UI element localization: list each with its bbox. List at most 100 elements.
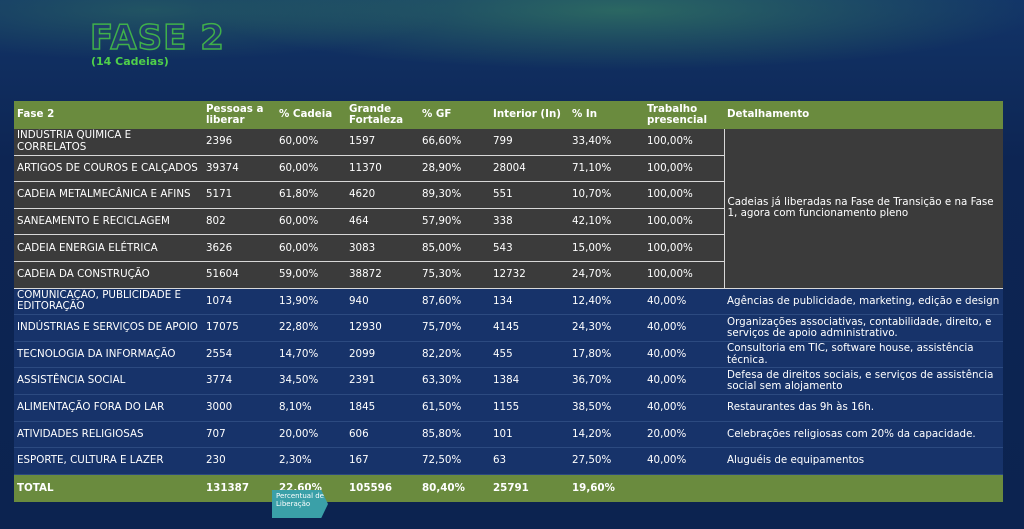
header-row: Fase 2 Pessoas a liberar% Cadeia Grande Fo… bbox=[14, 101, 1003, 129]
cell: 28004 bbox=[490, 155, 569, 183]
cell: 85,00% bbox=[419, 234, 490, 262]
row: ARTIGOS DE COUROS E CALÇADOS 39374 60,00% 1… bbox=[14, 155, 1003, 183]
cell: 1074 bbox=[203, 288, 276, 316]
cell: Organizações associativas, contabilidade… bbox=[724, 314, 1003, 342]
cell: 2391 bbox=[346, 367, 419, 395]
row: ASSISTÊNCIA SOCIAL 3774 34,50% 2391 63,30% 13… bbox=[14, 367, 1003, 395]
column-header: Pessoas a liberar bbox=[203, 101, 276, 129]
cell: 40,00% bbox=[644, 341, 724, 369]
cell: 707 bbox=[203, 421, 276, 449]
cell: 82,20% bbox=[419, 341, 490, 369]
cell: 100,00% bbox=[644, 234, 724, 262]
cell: 66,60% bbox=[419, 129, 490, 156]
cell: TECNOLOGIA DA INFORMAÇÃO bbox=[14, 341, 203, 369]
cell: 543 bbox=[490, 234, 569, 262]
cell: 100,00% bbox=[644, 261, 724, 289]
cell: 14,20% bbox=[569, 421, 644, 449]
cell: 3083 bbox=[346, 234, 419, 262]
cell: 1155 bbox=[490, 394, 569, 422]
row: CADEIA METALMECÂNICA E AFINS 5171 61,80% 46… bbox=[14, 181, 1003, 209]
cell: 464 bbox=[346, 208, 419, 236]
cell: 75,70% bbox=[419, 314, 490, 342]
cell: 20,00% bbox=[276, 421, 346, 449]
row: ALIMENTAÇÃO FORA DO LAR 3000 8,10% 1845 61,5… bbox=[14, 394, 1003, 422]
cell: SANEAMENTO E RECICLAGEM bbox=[14, 208, 203, 236]
total-cell: 105596 bbox=[346, 474, 419, 502]
cell: ESPORTE, CULTURA E LAZER bbox=[14, 447, 203, 475]
total-cell: TOTAL bbox=[14, 474, 203, 502]
cell: 4145 bbox=[490, 314, 569, 342]
cell: 71,10% bbox=[569, 155, 644, 183]
cell: 11370 bbox=[346, 155, 419, 183]
row: SANEAMENTO E RECICLAGEM 802 60,00% 464 57,90… bbox=[14, 208, 1003, 236]
cell: 60,00% bbox=[276, 234, 346, 262]
cell: 3774 bbox=[203, 367, 276, 395]
total-filler bbox=[644, 474, 1003, 502]
cell: Aluguéis de equipamentos bbox=[724, 447, 1003, 475]
cell: 89,30% bbox=[419, 181, 490, 209]
cell: 3626 bbox=[203, 234, 276, 262]
cell: 940 bbox=[346, 288, 419, 316]
cell: 61,80% bbox=[276, 181, 346, 209]
cell: 2554 bbox=[203, 341, 276, 369]
cell: 12732 bbox=[490, 261, 569, 289]
total-cell: 131387 bbox=[203, 474, 276, 502]
cell: 134 bbox=[490, 288, 569, 316]
row: ESPORTE, CULTURA E LAZER 230 2,30% 167 72,50… bbox=[14, 447, 1003, 475]
cell: 2,30% bbox=[276, 447, 346, 475]
column-header: Grande Fortaleza bbox=[346, 101, 419, 129]
cell: 40,00% bbox=[644, 288, 724, 316]
row: CADEIA ENERGIA ELÉTRICA 3626 60,00% 3083 85,… bbox=[14, 234, 1003, 262]
cell: 60,00% bbox=[276, 155, 346, 183]
row: TECNOLOGIA DA INFORMAÇÃO 2554 14,70% 2099 82… bbox=[14, 341, 1003, 369]
cell: Agências de publicidade, marketing, ediç… bbox=[724, 288, 1003, 316]
cell: 36,70% bbox=[569, 367, 644, 395]
cell: 87,60% bbox=[419, 288, 490, 316]
column-header: Fase 2 bbox=[14, 101, 203, 129]
cell: 17,80% bbox=[569, 341, 644, 369]
tag: Percentual de Liberação bbox=[272, 490, 328, 518]
cell: 39374 bbox=[203, 155, 276, 183]
cell: 802 bbox=[203, 208, 276, 236]
cell: CADEIA ENERGIA ELÉTRICA bbox=[14, 234, 203, 262]
cell: 167 bbox=[346, 447, 419, 475]
cell: 72,50% bbox=[419, 447, 490, 475]
cell: ARTIGOS DE COUROS E CALÇADOS bbox=[14, 155, 203, 183]
cell: ASSISTÊNCIA SOCIAL bbox=[14, 367, 203, 395]
column-header: Trabalho presencial bbox=[644, 101, 724, 129]
table: Fase 2 Pessoas a liberar% Cadeia Grande Fo… bbox=[14, 101, 1003, 502]
cell: 1384 bbox=[490, 367, 569, 395]
cell: 40,00% bbox=[644, 314, 724, 342]
cell: 10,70% bbox=[569, 181, 644, 209]
cell: 100,00% bbox=[644, 129, 724, 156]
cell: Consultoria em TIC, software house, assi… bbox=[724, 341, 1003, 369]
cell: 100,00% bbox=[644, 181, 724, 209]
subtitle: (14 Cadeias) bbox=[91, 55, 169, 68]
column-header: Detalhamento bbox=[724, 101, 1003, 129]
cell: 40,00% bbox=[644, 447, 724, 475]
row: CADEIA DA CONSTRUÇÃO 51604 59,00% 38872 75,3… bbox=[14, 261, 1003, 289]
cell: INDÚSTRIA QUÍMICA E CORRELATOS bbox=[14, 129, 203, 156]
cell: 63 bbox=[490, 447, 569, 475]
total-row: TOTAL 131387 22,60% 105596 80,40% 25791 19,60% bbox=[14, 474, 1003, 502]
cell: 4620 bbox=[346, 181, 419, 209]
cell: 100,00% bbox=[644, 155, 724, 183]
cell: 101 bbox=[490, 421, 569, 449]
cell: Celebrações religiosas com 20% da capaci… bbox=[724, 421, 1003, 449]
cell: 3000 bbox=[203, 394, 276, 422]
cell: 551 bbox=[490, 181, 569, 209]
cell: 17075 bbox=[203, 314, 276, 342]
row: ATIVIDADES RELIGIOSAS 707 20,00% 606 85,80% 1… bbox=[14, 421, 1003, 449]
total-cell: 19,60% bbox=[569, 474, 644, 502]
cell: COMUNICAÇÃO, PUBLICIDADE E EDITORAÇÃO bbox=[14, 288, 203, 316]
cell: 24,70% bbox=[569, 261, 644, 289]
total-cell: 25791 bbox=[490, 474, 569, 502]
cell: 40,00% bbox=[644, 367, 724, 395]
cell: 12930 bbox=[346, 314, 419, 342]
cell: 51604 bbox=[203, 261, 276, 289]
cell: 34,50% bbox=[276, 367, 346, 395]
total-cell: 80,40% bbox=[419, 474, 490, 502]
cell: 14,70% bbox=[276, 341, 346, 369]
cell: 57,90% bbox=[419, 208, 490, 236]
